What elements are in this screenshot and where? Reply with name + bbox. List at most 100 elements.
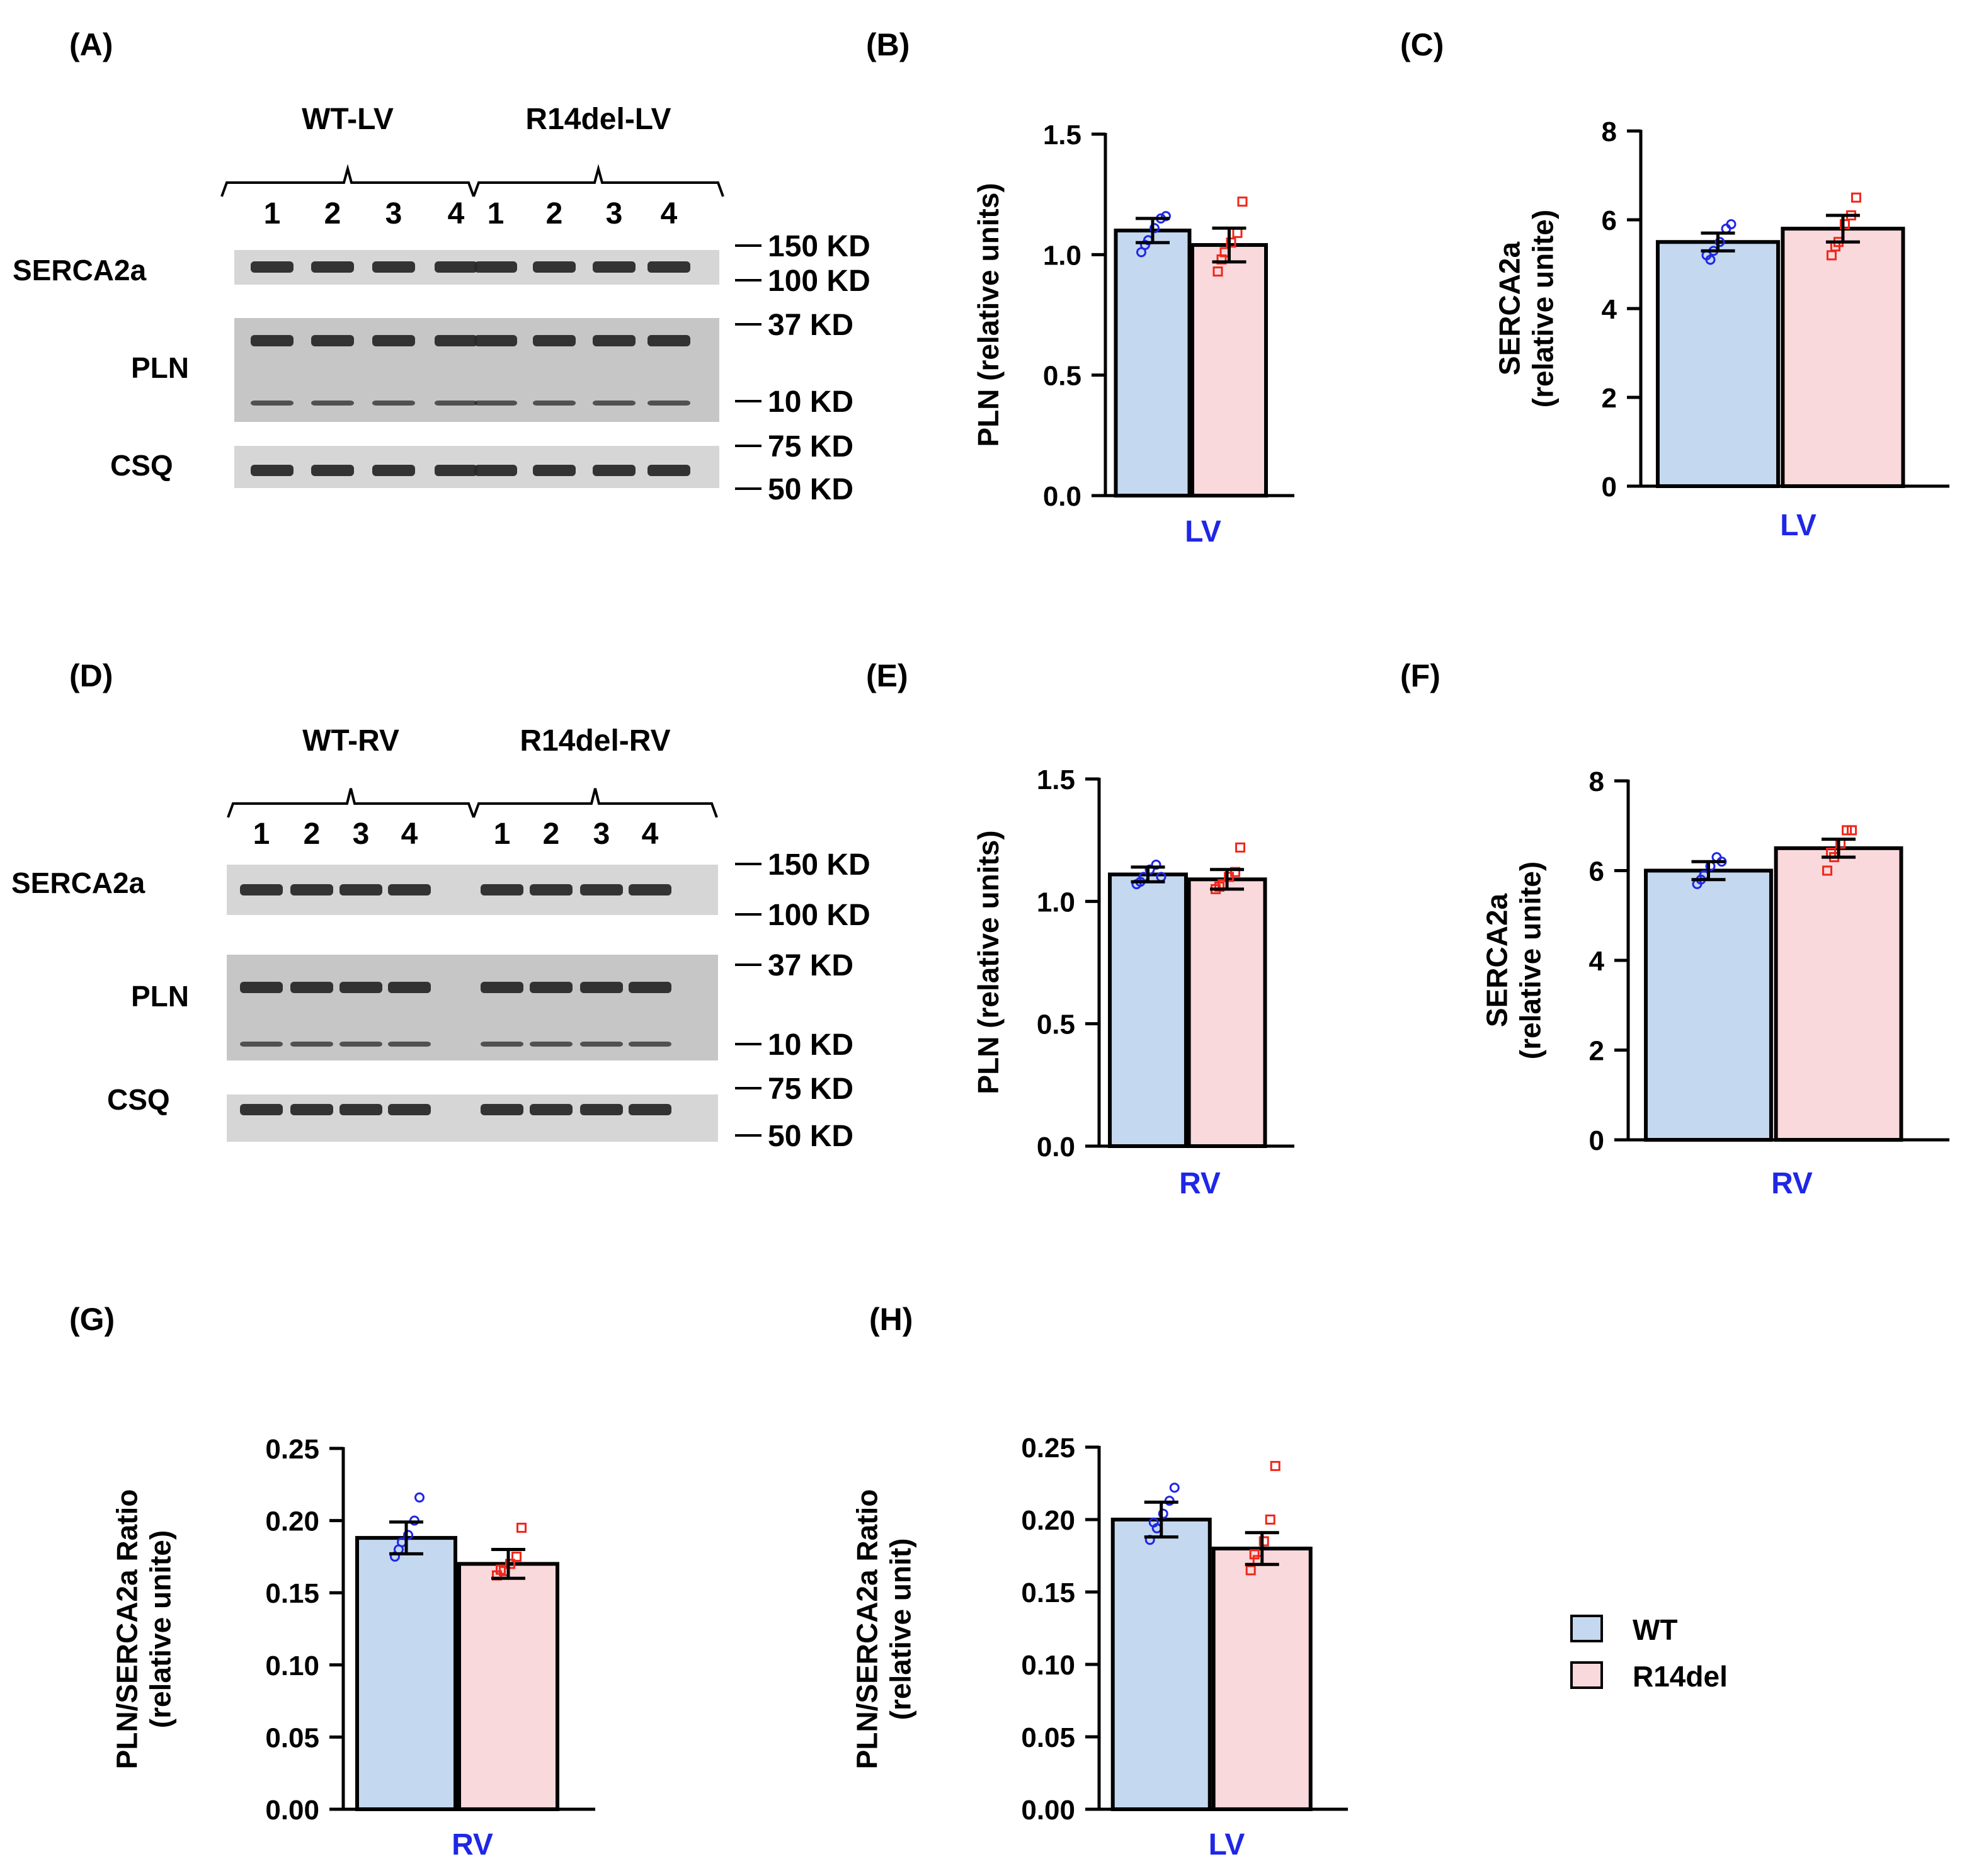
blot-band <box>593 261 636 273</box>
blot-band <box>474 401 517 406</box>
data-point-r14del <box>1822 865 1833 876</box>
y-tick-label: 4 <box>1602 294 1617 325</box>
blot-band <box>251 465 294 476</box>
blot-band <box>435 401 477 406</box>
blot-band <box>251 401 294 406</box>
data-point-r14del <box>1839 219 1850 230</box>
blot-band <box>290 1042 333 1047</box>
blot-band <box>388 1042 431 1047</box>
y-tick-label: 1.0 <box>1043 240 1081 271</box>
blot-band <box>311 401 354 406</box>
group-bracket <box>227 788 475 818</box>
bar-wt <box>1108 872 1188 1148</box>
mw-marker-label: 150 KD <box>768 848 870 882</box>
bar-r14del <box>1187 877 1267 1149</box>
panel-label-a: (A) <box>69 27 113 62</box>
y-tick-label: 0.25 <box>1021 1433 1075 1464</box>
blot-band <box>251 261 294 273</box>
data-point-wt <box>1148 1517 1159 1528</box>
x-axis-label: LV <box>1780 509 1817 542</box>
y-axis-label: PLN (relative units) <box>972 830 1005 1094</box>
legend-swatch-wt <box>1570 1615 1603 1642</box>
data-point-r14del <box>1214 882 1225 892</box>
bar-wt <box>355 1536 457 1811</box>
blot-band <box>372 401 415 406</box>
bar-r14del <box>1211 1547 1313 1811</box>
panel-label-g: (G) <box>69 1302 115 1337</box>
blot-row-label: CSQ <box>107 1083 170 1116</box>
panel-label-d: (D) <box>69 658 113 693</box>
blot-band <box>580 1104 623 1115</box>
bar-r14del <box>1781 227 1905 488</box>
data-point-wt <box>1705 254 1716 265</box>
blot-band <box>251 335 294 346</box>
data-point-wt <box>1158 1508 1168 1519</box>
data-point-r14del <box>1245 1565 1256 1576</box>
chart-pln-lv: 0.0 0.5 1.0 1.5 LV PLN (relative units) <box>972 120 1294 549</box>
panel-label-c: (C) <box>1400 27 1444 62</box>
blot-band <box>435 465 477 476</box>
legend: WT R14del <box>1570 1613 1728 1693</box>
lane-number: 1 <box>264 197 281 230</box>
blot-band <box>339 1104 382 1115</box>
blot-band <box>647 465 690 476</box>
data-point-wt <box>1161 211 1171 222</box>
y-tick-label: 0.05 <box>1021 1722 1075 1753</box>
lane-number: 2 <box>304 817 321 851</box>
data-point-wt <box>414 1492 425 1503</box>
chart-serca2a-rv: 0 2 4 6 8 RV SERCA2a(relative unite) <box>1481 766 1949 1200</box>
y-axis-label: SERCA2a(relative unite) <box>1481 861 1547 1059</box>
panel-label-b: (B) <box>866 27 910 62</box>
blot-band <box>533 261 576 273</box>
blot-band <box>481 1042 523 1047</box>
y-tick-label: 4 <box>1589 946 1605 977</box>
data-point-r14del <box>1235 842 1246 853</box>
blot-band <box>372 335 415 346</box>
y-tick-label: 0.10 <box>265 1651 319 1681</box>
data-point-r14del <box>511 1551 522 1562</box>
data-point-wt <box>1149 223 1160 234</box>
data-point-r14del <box>1232 227 1243 238</box>
blot-band <box>530 982 573 993</box>
legend-label-wt: WT <box>1633 1613 1678 1646</box>
blot-strip <box>227 1094 718 1142</box>
blot-band <box>580 884 623 895</box>
y-tick-label: 8 <box>1589 766 1604 797</box>
legend-swatch-r14del <box>1570 1661 1603 1689</box>
y-tick-label: 0 <box>1602 472 1617 503</box>
blot-band <box>530 1104 573 1115</box>
bar-wt <box>1114 229 1192 497</box>
mw-marker-label: 10 KD <box>768 385 853 419</box>
mw-marker-label: 37 KD <box>768 949 853 982</box>
data-point-r14del <box>505 1559 515 1569</box>
blot-band <box>593 401 636 406</box>
blot-band <box>647 335 690 346</box>
y-tick-label: 1.5 <box>1043 120 1081 151</box>
data-point-wt <box>1714 237 1725 247</box>
panel-label-h: (H) <box>869 1302 913 1337</box>
y-tick-label: 0.00 <box>1021 1795 1075 1826</box>
blot-band <box>339 982 382 993</box>
blot-band <box>311 465 354 476</box>
chart-serca2a-lv: 0 2 4 6 8 LV SERCA2a(relative unite) <box>1493 117 1949 542</box>
lane-number: 4 <box>448 197 465 230</box>
blot-band <box>388 1104 431 1115</box>
y-tick-label: 2 <box>1602 383 1617 414</box>
blot-band <box>593 335 636 346</box>
data-point-r14del <box>496 1564 506 1575</box>
blot-band <box>372 261 415 273</box>
bar-r14del <box>1190 243 1268 497</box>
y-tick-label: 1.5 <box>1037 765 1075 795</box>
group-label-wt: WT-LV <box>302 103 394 136</box>
panel-label-e: (E) <box>866 658 908 693</box>
blot-band <box>290 1104 333 1115</box>
blot-band <box>435 261 477 273</box>
y-axis-label: SERCA2a(relative unite) <box>1493 210 1560 407</box>
lane-number: 4 <box>642 817 659 851</box>
blot-band <box>533 401 576 406</box>
data-point-r14del <box>1847 825 1857 836</box>
blot-band <box>290 884 333 895</box>
